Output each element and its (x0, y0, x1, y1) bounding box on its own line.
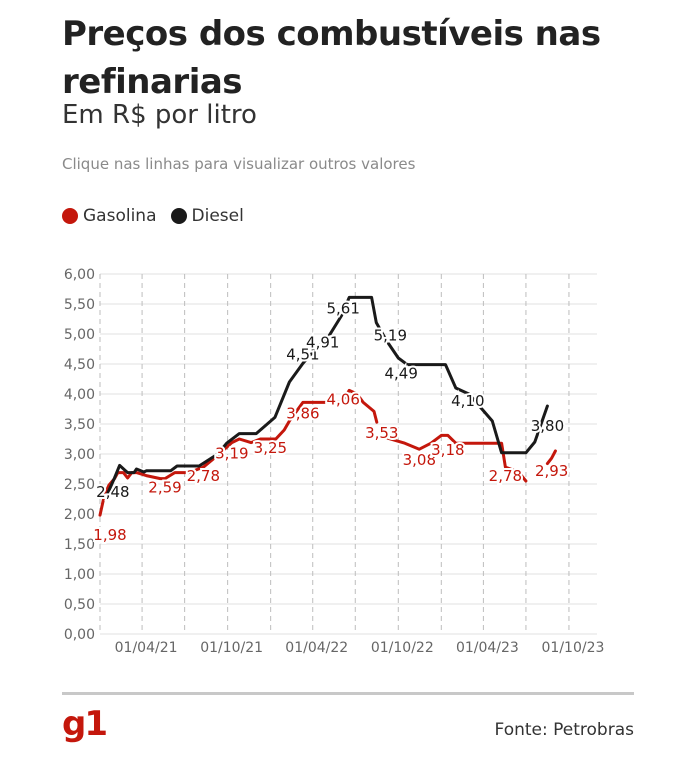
y-tick-label: 5,50 (64, 297, 95, 313)
y-tick-label: 2,00 (64, 507, 95, 523)
y-tick-label: 0,50 (64, 597, 95, 613)
diesel-data-label: 5,61 (326, 299, 359, 317)
diesel-data-label: 3,80 (531, 417, 564, 435)
y-tick-label: 6,00 (64, 267, 95, 283)
gasolina-data-label: 4,06 (326, 390, 359, 408)
legend-item-diesel[interactable]: Diesel (170, 206, 244, 226)
diesel-line (105, 295, 549, 498)
diesel-data-label: 4,49 (384, 365, 417, 383)
diesel-swatch-icon (170, 208, 187, 224)
gasolina-data-label: 3,18 (431, 441, 464, 459)
gasolina-data-label: 1,98 (93, 526, 126, 544)
gasolina-line (545, 449, 557, 466)
x-tick-label: 01/04/21 (115, 640, 178, 656)
legend-label-gasolina: Gasolina (83, 206, 157, 226)
gasolina-data-label: 2,93 (535, 462, 568, 480)
y-tick-label: 4,00 (64, 387, 95, 403)
diesel-data-label: 4,51 (286, 345, 319, 363)
gasolina-data-label: 3,08 (403, 451, 436, 469)
diesel-data-label: 5,19 (374, 327, 407, 345)
y-tick-label: 5,00 (64, 327, 95, 343)
gasolina-data-label: 2,78 (187, 467, 220, 485)
price-line-chart: 0,00 0,50 1,00 1,50 2,00 2,50 3,00 3,50 4,00 4,50… (64, 267, 605, 656)
x-tick-label: 01/10/21 (200, 640, 263, 656)
diesel-data-label: 4,91 (306, 333, 339, 351)
gasolina-line (382, 433, 528, 483)
y-tick-label: 0,00 (64, 627, 95, 643)
y-tick-label: 1,50 (64, 537, 95, 553)
y-tick-label: 1,00 (64, 567, 95, 583)
y-tick-label: 4,50 (64, 357, 95, 373)
y-tick-label: 3,00 (64, 447, 95, 463)
g1-logo: g1 (62, 704, 108, 744)
legend: Gasolina Diesel (62, 206, 258, 226)
y-tick-label: 3,50 (64, 417, 95, 433)
legend-label-diesel: Diesel (191, 206, 244, 226)
x-tick-label: 01/04/22 (285, 640, 348, 656)
x-tick-label: 01/10/23 (542, 640, 605, 656)
y-tick-label: 2,50 (64, 477, 95, 493)
gasolina-data-label: 2,78 (489, 467, 522, 485)
x-tick-label: 01/10/22 (371, 640, 434, 656)
gasolina-data-label: 2,59 (148, 479, 181, 497)
gasolina-swatch-icon (62, 208, 78, 224)
chart-subtitle: Em R$ por litro (62, 100, 257, 130)
instruction-note: Clique nas linhas para visualizar outros… (62, 155, 416, 173)
gasolina-data-label: 3,53 (365, 424, 398, 442)
gasolina-data-label: 3,25 (254, 439, 287, 457)
gasolina-data-label: 3,19 (215, 445, 248, 463)
x-tick-label: 01/04/23 (456, 640, 519, 656)
diesel-data-label: 4,10 (451, 392, 484, 410)
gasolina-data-label: 3,86 (286, 404, 319, 422)
source-note: Fonte: Petrobras (494, 720, 634, 740)
diesel-data-label: 2,48 (96, 483, 129, 501)
footer-divider (62, 692, 634, 695)
legend-item-gasolina[interactable]: Gasolina (62, 206, 157, 226)
chart-title: Preços dos combustíveis nas refinarias (62, 14, 601, 102)
